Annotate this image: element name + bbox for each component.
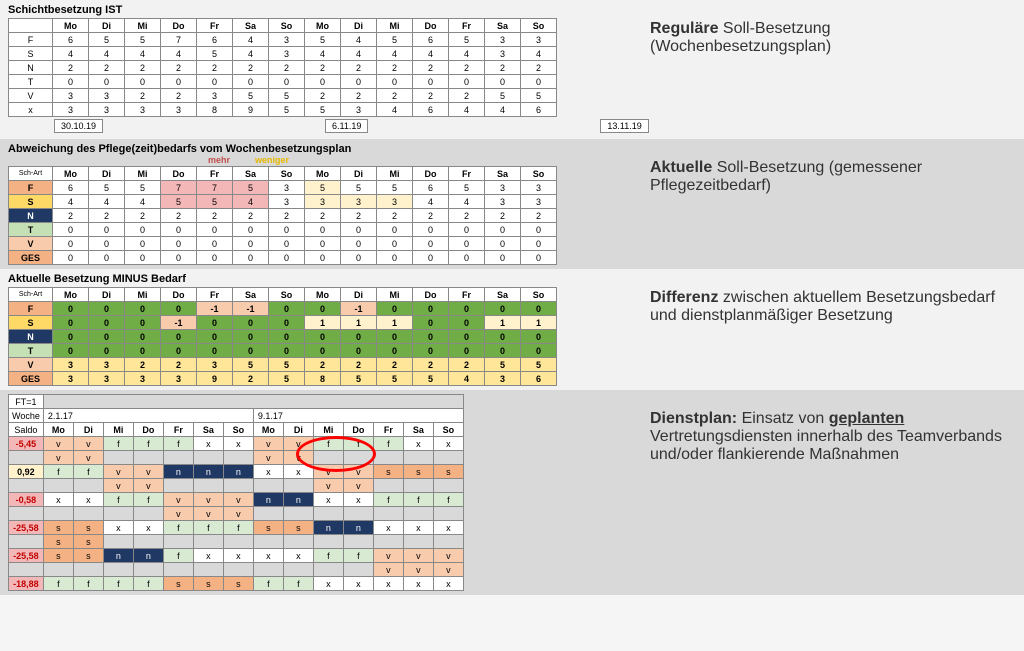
section-diff: Aktuelle Besetzung MINUS Bedarf Sch-ArtM… xyxy=(0,269,1024,390)
date-tabs: 30.10.196.11.1913.11.19 xyxy=(54,119,632,133)
table-abw: Sch-ArtMoDiMiDoFrSaSoMoDiMiDoFrSaSo F655… xyxy=(8,166,557,265)
section-abweichung: Abweichung des Pflege(zeit)bedarfs vom W… xyxy=(0,139,1024,269)
caption-diff: Differenz zwischen aktuellem Besetzungsb… xyxy=(640,269,1024,345)
table-dienstplan: FT=1 Woche2.1.179.1.17 SaldoMoDiMiDoFrSa… xyxy=(8,394,464,591)
title-abw: Abweichung des Pflege(zeit)bedarfs vom W… xyxy=(8,143,351,155)
table-diff: Sch-ArtMoDiMiDoFrSaSoMoDiMiDoFrSaSo F000… xyxy=(8,287,557,386)
table-ist: MoDiMiDoFrSaSoMoDiMiDoFrSaSo F6557643545… xyxy=(8,18,557,117)
caption-ist: Reguläre Soll-Besetzung (Wochenbesetzung… xyxy=(640,0,1024,76)
section-ist: Schichtbesetzung IST MoDiMiDoFrSaSoMoDiM… xyxy=(0,0,1024,139)
section-dienstplan: FT=1 Woche2.1.179.1.17 SaldoMoDiMiDoFrSa… xyxy=(0,390,1024,595)
caption-abw: Aktuelle Soll-Besetzung (gemessener Pfle… xyxy=(640,139,1024,215)
title-ist: Schichtbesetzung IST xyxy=(8,4,632,16)
caption-dienstplan: Dienstplan: Einsatz von geplanten Vertre… xyxy=(640,390,1024,484)
title-diff: Aktuelle Besetzung MINUS Bedarf xyxy=(8,273,632,285)
